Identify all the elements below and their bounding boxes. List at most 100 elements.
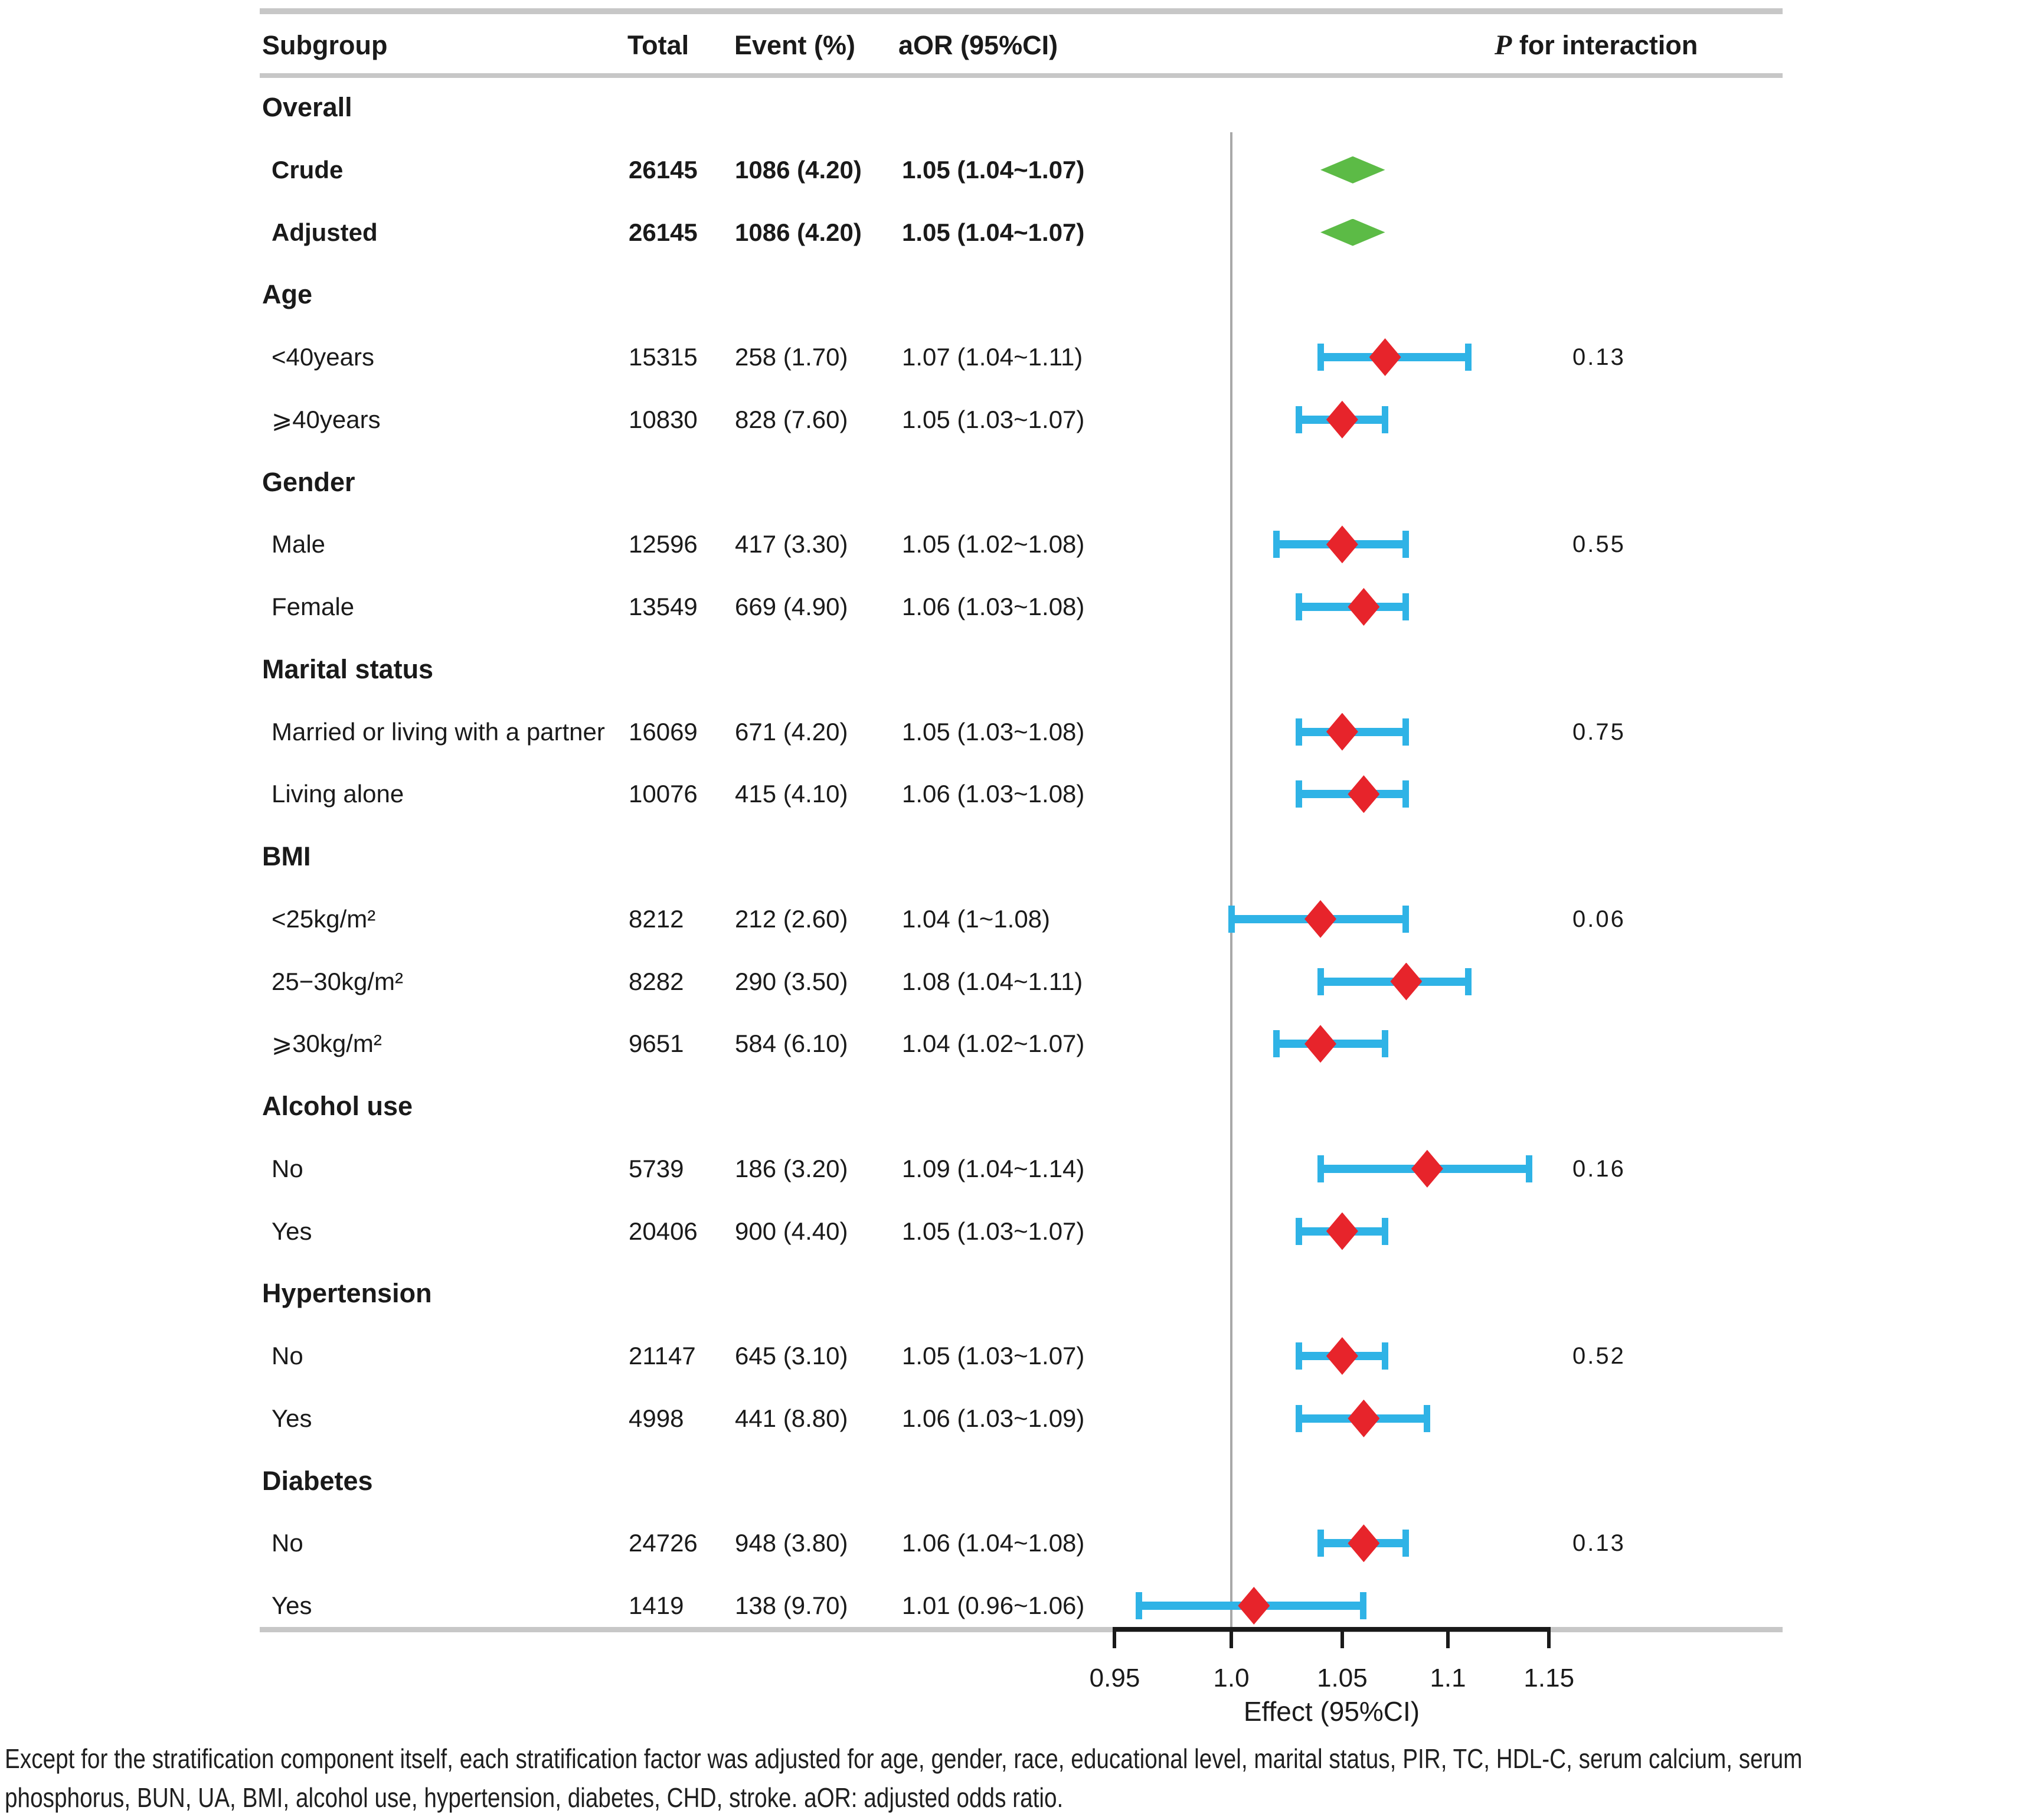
caption-line-1: Except for the stratification component … bbox=[5, 1743, 1803, 1774]
ci-cap-right bbox=[1525, 1155, 1532, 1182]
ci-cap-right bbox=[1381, 1217, 1388, 1245]
total-value: 26145 bbox=[629, 155, 698, 184]
p-italic-glyph: P bbox=[1495, 30, 1512, 61]
top-rule bbox=[260, 8, 1783, 14]
event-value: 669 (4.90) bbox=[735, 593, 848, 620]
aor-value: 1.06 (1.03~1.08) bbox=[902, 780, 1085, 808]
axis-tick bbox=[1446, 1627, 1450, 1648]
ci-cap-left bbox=[1295, 1217, 1302, 1245]
subgroup-label: Yes bbox=[272, 1404, 312, 1432]
total-value: 12596 bbox=[629, 530, 698, 558]
ci-cap-left bbox=[1317, 968, 1325, 995]
col-header-subgroup: Subgroup bbox=[262, 30, 388, 60]
event-value: 290 (3.50) bbox=[735, 967, 848, 995]
ci-cap-left bbox=[1295, 406, 1302, 433]
subgroup-label: No bbox=[272, 1529, 303, 1557]
subgroup-label: Diabetes bbox=[262, 1465, 373, 1496]
ci-cap-left bbox=[1135, 1592, 1142, 1619]
event-value: 1086 (4.20) bbox=[735, 155, 862, 184]
event-value: 212 (2.60) bbox=[735, 904, 848, 933]
aor-value: 1.05 (1.03~1.08) bbox=[902, 717, 1085, 746]
axis-tick-label: 1.05 bbox=[1317, 1664, 1368, 1692]
ci-cap-right bbox=[1381, 406, 1388, 433]
total-value: 10830 bbox=[629, 405, 698, 433]
subgroup-label: No bbox=[272, 1154, 303, 1182]
subgroup-label: ⩾30kg/m² bbox=[272, 1030, 382, 1058]
ci-cap-right bbox=[1402, 718, 1410, 746]
event-value: 441 (8.80) bbox=[735, 1404, 848, 1432]
aor-value: 1.04 (1~1.08) bbox=[902, 904, 1051, 933]
ci-cap-left bbox=[1228, 905, 1235, 933]
col-header-aor: aOR (95%CI) bbox=[898, 30, 1058, 60]
total-value: 16069 bbox=[629, 717, 698, 746]
event-value: 828 (7.60) bbox=[735, 405, 848, 433]
ci-cap-right bbox=[1464, 968, 1472, 995]
event-value: 417 (3.30) bbox=[735, 530, 848, 558]
p-header-rest: for interaction bbox=[1512, 30, 1698, 60]
total-value: 10076 bbox=[629, 780, 698, 808]
aor-value: 1.01 (0.96~1.06) bbox=[902, 1592, 1085, 1619]
axis-tick bbox=[1547, 1627, 1551, 1648]
subgroup-label: Female bbox=[272, 593, 355, 620]
total-value: 1419 bbox=[629, 1592, 684, 1619]
axis-tick bbox=[1230, 1627, 1233, 1648]
total-value: 24726 bbox=[629, 1529, 698, 1557]
aor-value: 1.05 (1.03~1.07) bbox=[902, 1342, 1085, 1370]
event-value: 584 (6.10) bbox=[735, 1030, 848, 1058]
subgroup-label: Yes bbox=[272, 1217, 312, 1245]
ci-cap-left bbox=[1317, 1155, 1325, 1182]
subgroup-label: 25−30kg/m² bbox=[272, 967, 403, 995]
subgroup-label: Marital status bbox=[262, 653, 434, 684]
aor-value: 1.05 (1.02~1.08) bbox=[902, 530, 1085, 558]
p-value: 0.13 bbox=[1572, 344, 1626, 370]
aor-value: 1.05 (1.04~1.07) bbox=[902, 155, 1085, 184]
axis-tick bbox=[1340, 1627, 1344, 1648]
p-value: 0.75 bbox=[1572, 718, 1626, 745]
aor-value: 1.07 (1.04~1.11) bbox=[902, 343, 1083, 371]
total-value: 9651 bbox=[629, 1030, 684, 1058]
axis-tick-label: 1.0 bbox=[1213, 1664, 1250, 1692]
subgroup-label: ⩾40years bbox=[272, 405, 381, 433]
axis-title: Effect (95%CI) bbox=[1243, 1696, 1420, 1727]
ci-cap-left bbox=[1273, 1030, 1280, 1058]
ci-cap-right bbox=[1381, 1342, 1388, 1370]
ci-cap-right bbox=[1402, 780, 1410, 808]
p-value: 0.13 bbox=[1572, 1530, 1626, 1557]
subgroup-label: Alcohol use bbox=[262, 1091, 413, 1121]
subgroup-label: Adjusted bbox=[272, 218, 378, 246]
subgroup-label: Age bbox=[262, 279, 313, 310]
ci-cap-left bbox=[1295, 1404, 1302, 1432]
ci-cap-right bbox=[1402, 905, 1410, 933]
total-value: 21147 bbox=[629, 1342, 696, 1370]
aor-value: 1.05 (1.04~1.07) bbox=[902, 218, 1085, 246]
p-value: 0.06 bbox=[1572, 906, 1626, 932]
aor-value: 1.06 (1.04~1.08) bbox=[902, 1529, 1085, 1557]
ci-cap-left bbox=[1295, 1342, 1302, 1370]
event-value: 1086 (4.20) bbox=[735, 218, 862, 246]
aor-value: 1.05 (1.03~1.07) bbox=[902, 1217, 1085, 1245]
subgroup-label: <25kg/m² bbox=[272, 904, 376, 933]
aor-value: 1.06 (1.03~1.08) bbox=[902, 593, 1085, 620]
subgroup-label: Married or living with a partner bbox=[272, 717, 605, 746]
bottom-rule bbox=[260, 1627, 1783, 1632]
p-value: 0.52 bbox=[1572, 1343, 1626, 1369]
total-value: 20406 bbox=[629, 1217, 698, 1245]
col-header-event: Event (%) bbox=[734, 30, 856, 60]
col-header-total: Total bbox=[627, 30, 689, 60]
ci-cap-right bbox=[1423, 1404, 1430, 1432]
ci-cap-right bbox=[1402, 1530, 1410, 1557]
p-value: 0.16 bbox=[1572, 1155, 1626, 1182]
event-value: 671 (4.20) bbox=[735, 717, 848, 746]
subgroup-label: Male bbox=[272, 530, 326, 558]
subgroup-label: Yes bbox=[272, 1592, 312, 1619]
col-header-p-interaction: P for interaction bbox=[1495, 30, 1698, 61]
total-value: 5739 bbox=[629, 1154, 684, 1182]
ci-cap-left bbox=[1295, 593, 1302, 620]
ci-cap-right bbox=[1402, 531, 1410, 558]
axis-tick-label: 1.1 bbox=[1430, 1664, 1466, 1692]
aor-value: 1.04 (1.02~1.07) bbox=[902, 1030, 1085, 1058]
axis-tick-label: 0.95 bbox=[1089, 1664, 1140, 1692]
